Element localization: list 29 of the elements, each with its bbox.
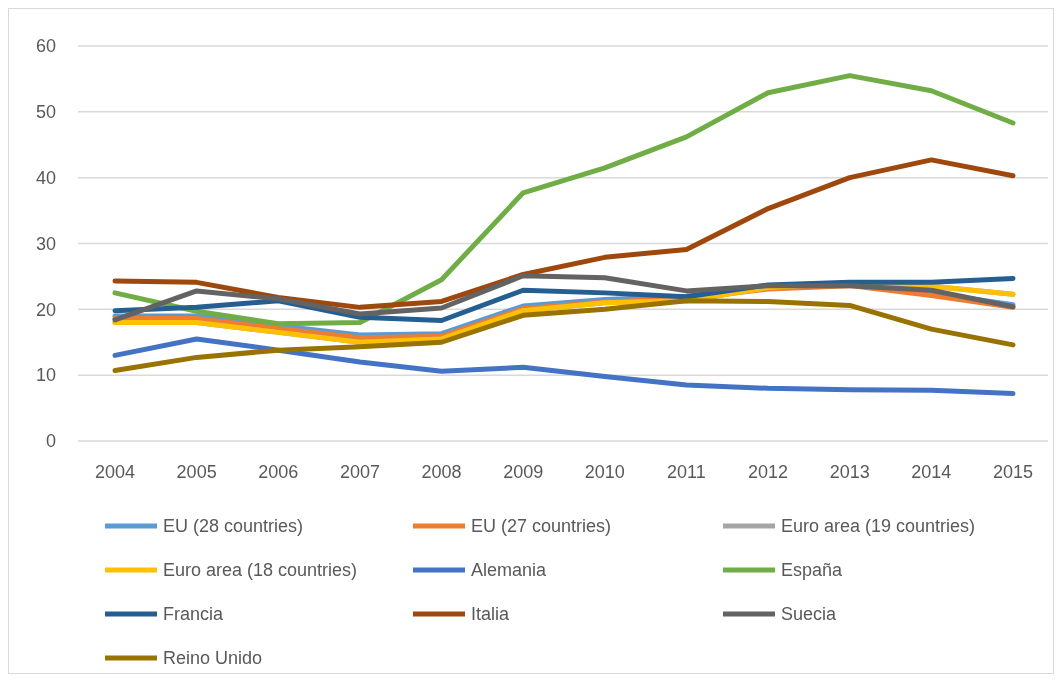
x-tick-label: 2013 bbox=[829, 462, 870, 482]
x-tick-label: 2015 bbox=[992, 462, 1034, 482]
x-tick-label: 2006 bbox=[258, 462, 299, 482]
y-tick-label: 10 bbox=[35, 365, 56, 386]
x-tick-label: 2005 bbox=[176, 462, 217, 482]
legend-label: Suecia bbox=[781, 604, 838, 625]
x-tick-label: 2004 bbox=[94, 462, 136, 482]
x-tick-label: 2007 bbox=[339, 462, 380, 482]
y-tick-label: 40 bbox=[35, 167, 56, 188]
legend-label: Euro area (18 countries) bbox=[163, 560, 358, 581]
legend-label: Reino Unido bbox=[163, 648, 263, 669]
legend-label: Euro area (19 countries) bbox=[781, 516, 976, 537]
y-tick-label: 60 bbox=[35, 36, 56, 57]
x-tick-label: 2011 bbox=[667, 462, 706, 482]
x-tick-label: 2009 bbox=[503, 462, 544, 482]
x-tick-label: 2008 bbox=[421, 462, 462, 482]
legend-label: EU (28 countries) bbox=[163, 516, 304, 537]
legend-label: EU (27 countries) bbox=[471, 516, 612, 537]
legend-label: Italia bbox=[471, 604, 511, 625]
legend-label: España bbox=[781, 560, 844, 581]
y-tick-label: 0 bbox=[45, 431, 56, 452]
y-tick-label: 30 bbox=[35, 233, 56, 254]
legend-label: Alemania bbox=[471, 560, 548, 581]
x-tick-label: 2014 bbox=[911, 462, 952, 482]
y-tick-label: 50 bbox=[35, 102, 56, 123]
y-tick-label: 20 bbox=[35, 299, 56, 320]
legend-label: Francia bbox=[163, 604, 225, 625]
x-tick-label: 2012 bbox=[748, 462, 789, 482]
x-tick-label: 2010 bbox=[584, 462, 625, 482]
